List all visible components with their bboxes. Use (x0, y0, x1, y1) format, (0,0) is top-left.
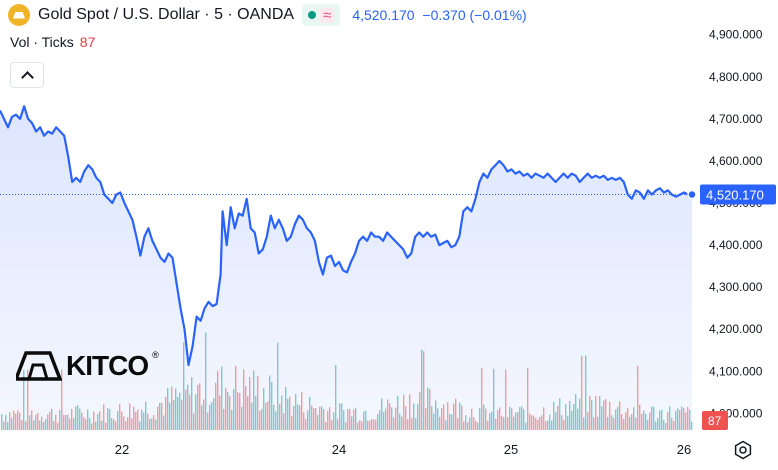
x-tick-label: 22 (115, 442, 129, 457)
price-area (0, 106, 692, 430)
time-scale: 22 24 25 26 (115, 442, 691, 457)
last-price-dot (687, 189, 697, 200)
y-tick-label: 4,800.000 (709, 70, 763, 84)
x-tick-label: 26 (677, 442, 691, 457)
symbol-title: Gold Spot / U.S. Dollar · 5 · OANDA (38, 6, 295, 23)
volume-legend: Vol · Ticks 87 (10, 34, 95, 50)
price-scale: 4,000.0004,100.0004,200.0004,300.0004,40… (709, 28, 763, 421)
svg-text:4,520.170: 4,520.170 (706, 188, 764, 203)
svg-text:87: 87 (708, 414, 722, 428)
volume-last-label: 87 (702, 411, 728, 430)
y-tick-label: 4,600.000 (709, 154, 763, 168)
y-tick-label: 4,200.000 (709, 322, 763, 336)
symbol-legend: Gold Spot / U.S. Dollar · 5 · OANDA ≈ 4,… (8, 4, 527, 26)
gold-bar-icon (8, 4, 30, 26)
y-tick-label: 4,700.000 (709, 112, 763, 126)
logo-registered: ® (152, 350, 159, 360)
kitco-logo: KITCO ® (16, 350, 159, 382)
price-change: −0.370 (−0.01%) (422, 7, 527, 23)
y-tick-label: 4,400.000 (709, 238, 763, 252)
wave-icon: ≈ (320, 7, 335, 23)
x-tick-label: 25 (504, 442, 518, 457)
last-price: 4,520.170 −0.370 (−0.01%) (352, 7, 527, 23)
price-line (0, 105, 692, 367)
volume-value: 87 (79, 34, 96, 50)
kitco-bars-icon (16, 351, 62, 381)
logo-text: KITCO (66, 350, 149, 381)
market-status-pill[interactable]: ≈ (302, 4, 341, 26)
collapse-legend-button[interactable] (10, 62, 44, 88)
last-price-label: 4,520.170 (700, 184, 776, 205)
gear-icon[interactable] (733, 440, 753, 460)
y-tick-label: 4,300.000 (709, 280, 763, 294)
y-tick-label: 4,900.000 (709, 28, 763, 42)
chevron-up-icon (20, 70, 34, 84)
market-open-dot-icon (308, 11, 317, 19)
volume-label: Vol · Ticks (10, 34, 74, 50)
x-tick-label: 24 (332, 442, 346, 457)
y-tick-label: 4,100.000 (709, 364, 763, 378)
